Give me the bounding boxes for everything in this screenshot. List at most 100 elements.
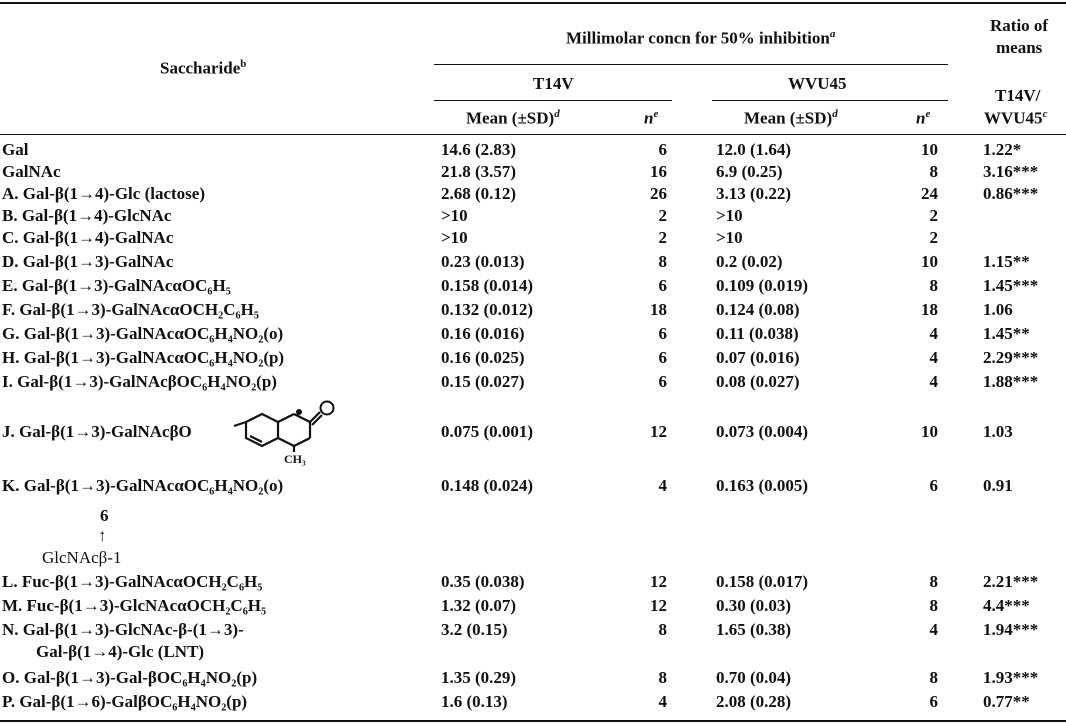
row-t14v-n: 8 [658, 668, 668, 687]
top-rule [0, 2, 1066, 4]
ratio-sub-line1: T14V/ [995, 86, 1041, 105]
row-ratio: 0.91 [983, 476, 1013, 495]
row-branch: GlcNAcβ-1 [42, 548, 122, 567]
row-t14v-n: 2 [658, 206, 668, 225]
row-ratio: 1.15** [983, 252, 1030, 271]
row-wvu45-n: 6 [929, 692, 939, 711]
row-t14v-mean: 0.15 (0.027) [441, 372, 525, 391]
row-ratio: 0.86*** [983, 184, 1039, 203]
row-t14v-n: 4 [658, 476, 668, 495]
row-t14v-n: 6 [658, 372, 668, 391]
wvu45-header: WVU45 [788, 74, 847, 93]
row-wvu45-n: 4 [929, 324, 939, 343]
row-wvu45-n: 18 [921, 300, 938, 319]
row-t14v-mean: 0.16 (0.025) [441, 348, 525, 367]
row-wvu45-mean: 0.08 (0.027) [716, 372, 800, 391]
row-saccharide: G. Gal-β(1→3)-GalNAcαOC₆H₄NO₂(o) [2, 324, 284, 343]
row-t14v-mean: 0.35 (0.038) [441, 572, 525, 591]
t14v-rule [434, 100, 672, 101]
wvu45-rule [712, 100, 948, 101]
row-wvu45-n: 2 [929, 228, 939, 247]
wvu45-mean-header: Mean (±SD)d [744, 108, 838, 128]
row-wvu45-mean: >10 [716, 206, 743, 225]
row-wvu45-n: 8 [929, 596, 939, 615]
row-wvu45-n: 4 [929, 620, 939, 639]
t14v-mean-header: Mean (±SD)d [466, 108, 560, 128]
row-wvu45-n: 10 [921, 422, 938, 441]
row-t14v-n: 16 [650, 162, 667, 181]
row-saccharide: M. Fuc-β(1→3)-GlcNAcαOCH₂C₆H₅ [2, 596, 267, 615]
methylumbelliferyl-structure-icon [233, 400, 335, 452]
ratio-sub-line2: WVU45c [984, 108, 1048, 128]
row-t14v-mean: 1.35 (0.29) [441, 668, 517, 687]
row-saccharide: P. Gal-β(1→6)-GalβOC₆H₄NO₂(p) [2, 692, 248, 711]
row-wvu45-mean: 0.124 (0.08) [716, 300, 800, 319]
row-saccharide: Gal [2, 140, 29, 159]
row-t14v-mean: 0.148 (0.024) [441, 476, 534, 495]
row-t14v-n: 4 [658, 692, 668, 711]
row-t14v-mean: 0.075 (0.001) [441, 422, 534, 441]
row-t14v-mean: 0.23 (0.013) [441, 252, 525, 271]
ratio-header-line1: Ratio of [990, 16, 1049, 35]
row-t14v-mean: >10 [441, 206, 468, 225]
row-saccharide: H. Gal-β(1→3)-GalNAcαOC₆H₄NO₂(p) [2, 348, 285, 367]
row-branch-arrow: ↑ [98, 526, 107, 545]
row-saccharide-continued: Gal-β(1→4)-Glc (LNT) [36, 642, 205, 661]
row-t14v-n: 12 [650, 596, 667, 615]
row-wvu45-mean: 0.11 (0.038) [716, 324, 799, 343]
row-saccharide: K. Gal-β(1→3)-GalNAcαOC₆H₄NO₂(o) [2, 476, 284, 495]
row-t14v-mean: 21.8 (3.57) [441, 162, 517, 181]
row-ratio: 1.06 [983, 300, 1013, 319]
row-wvu45-n: 24 [921, 184, 938, 203]
row-wvu45-n: 8 [929, 572, 939, 591]
row-t14v-mean: 3.2 (0.15) [441, 620, 508, 639]
header-bottom-rule [0, 134, 1066, 135]
saccharide-header: Saccharideb [160, 58, 247, 78]
row-wvu45-mean: 1.65 (0.38) [716, 620, 792, 639]
row-saccharide: I. Gal-β(1→3)-GalNAcβOC₆H₄NO₂(p) [2, 372, 277, 391]
row-wvu45-mean: 0.30 (0.03) [716, 596, 792, 615]
row-wvu45-mean: 12.0 (1.64) [716, 140, 792, 159]
row-t14v-n: 2 [658, 228, 668, 247]
t14v-n-header: ne [644, 108, 659, 128]
row-t14v-n: 6 [658, 324, 668, 343]
row-t14v-mean: 2.68 (0.12) [441, 184, 517, 203]
ratio-header-line2: means [996, 38, 1043, 57]
row-wvu45-mean: 0.2 (0.02) [716, 252, 783, 271]
row-saccharide: B. Gal-β(1→4)-GlcNAc [2, 206, 172, 225]
row-t14v-mean: 0.158 (0.014) [441, 276, 534, 295]
row-ratio: 3.16*** [983, 162, 1039, 181]
row-t14v-n: 6 [658, 276, 668, 295]
row-wvu45-mean: 0.07 (0.016) [716, 348, 800, 367]
row-ratio: 2.29*** [983, 348, 1039, 367]
row-saccharide: GalNAc [2, 162, 61, 181]
row-wvu45-n: 8 [929, 668, 939, 687]
row-saccharide: D. Gal-β(1→3)-GalNAc [2, 252, 174, 271]
row-t14v-n: 12 [650, 422, 667, 441]
row-wvu45-n: 10 [921, 140, 938, 159]
row-t14v-mean: 14.6 (2.83) [441, 140, 517, 159]
row-t14v-mean: 0.132 (0.012) [441, 300, 534, 319]
row-ratio: 1.45** [983, 324, 1030, 343]
row-saccharide: N. Gal-β(1→3)-GlcNAc-β-(1→3)- [2, 620, 244, 639]
row-wvu45-mean: 0.073 (0.004) [716, 422, 809, 441]
row-wvu45-mean: 2.08 (0.28) [716, 692, 792, 711]
row-t14v-n: 12 [650, 572, 667, 591]
row-substituent: CH₃ [284, 452, 306, 466]
row-t14v-n: 8 [658, 620, 668, 639]
row-t14v-mean: 0.16 (0.016) [441, 324, 525, 343]
row-wvu45-mean: 0.163 (0.005) [716, 476, 809, 495]
row-wvu45-mean: 6.9 (0.25) [716, 162, 783, 181]
row-ratio: 0.77** [983, 692, 1030, 711]
row-t14v-n: 6 [658, 140, 668, 159]
t14v-header: T14V [533, 74, 574, 93]
row-saccharide: J. Gal-β(1→3)-GalNAcβO [2, 422, 192, 441]
row-wvu45-mean: 3.13 (0.22) [716, 184, 792, 203]
row-wvu45-n: 8 [929, 162, 939, 181]
group-header: Millimolar concn for 50% inhibitiona [566, 28, 836, 48]
row-branch-position: 6 [100, 506, 109, 525]
row-saccharide: C. Gal-β(1→4)-GalNAc [2, 228, 174, 247]
row-ratio: 1.22* [983, 140, 1022, 159]
row-ratio: 1.94*** [983, 620, 1039, 639]
wvu45-n-header: ne [916, 108, 931, 128]
